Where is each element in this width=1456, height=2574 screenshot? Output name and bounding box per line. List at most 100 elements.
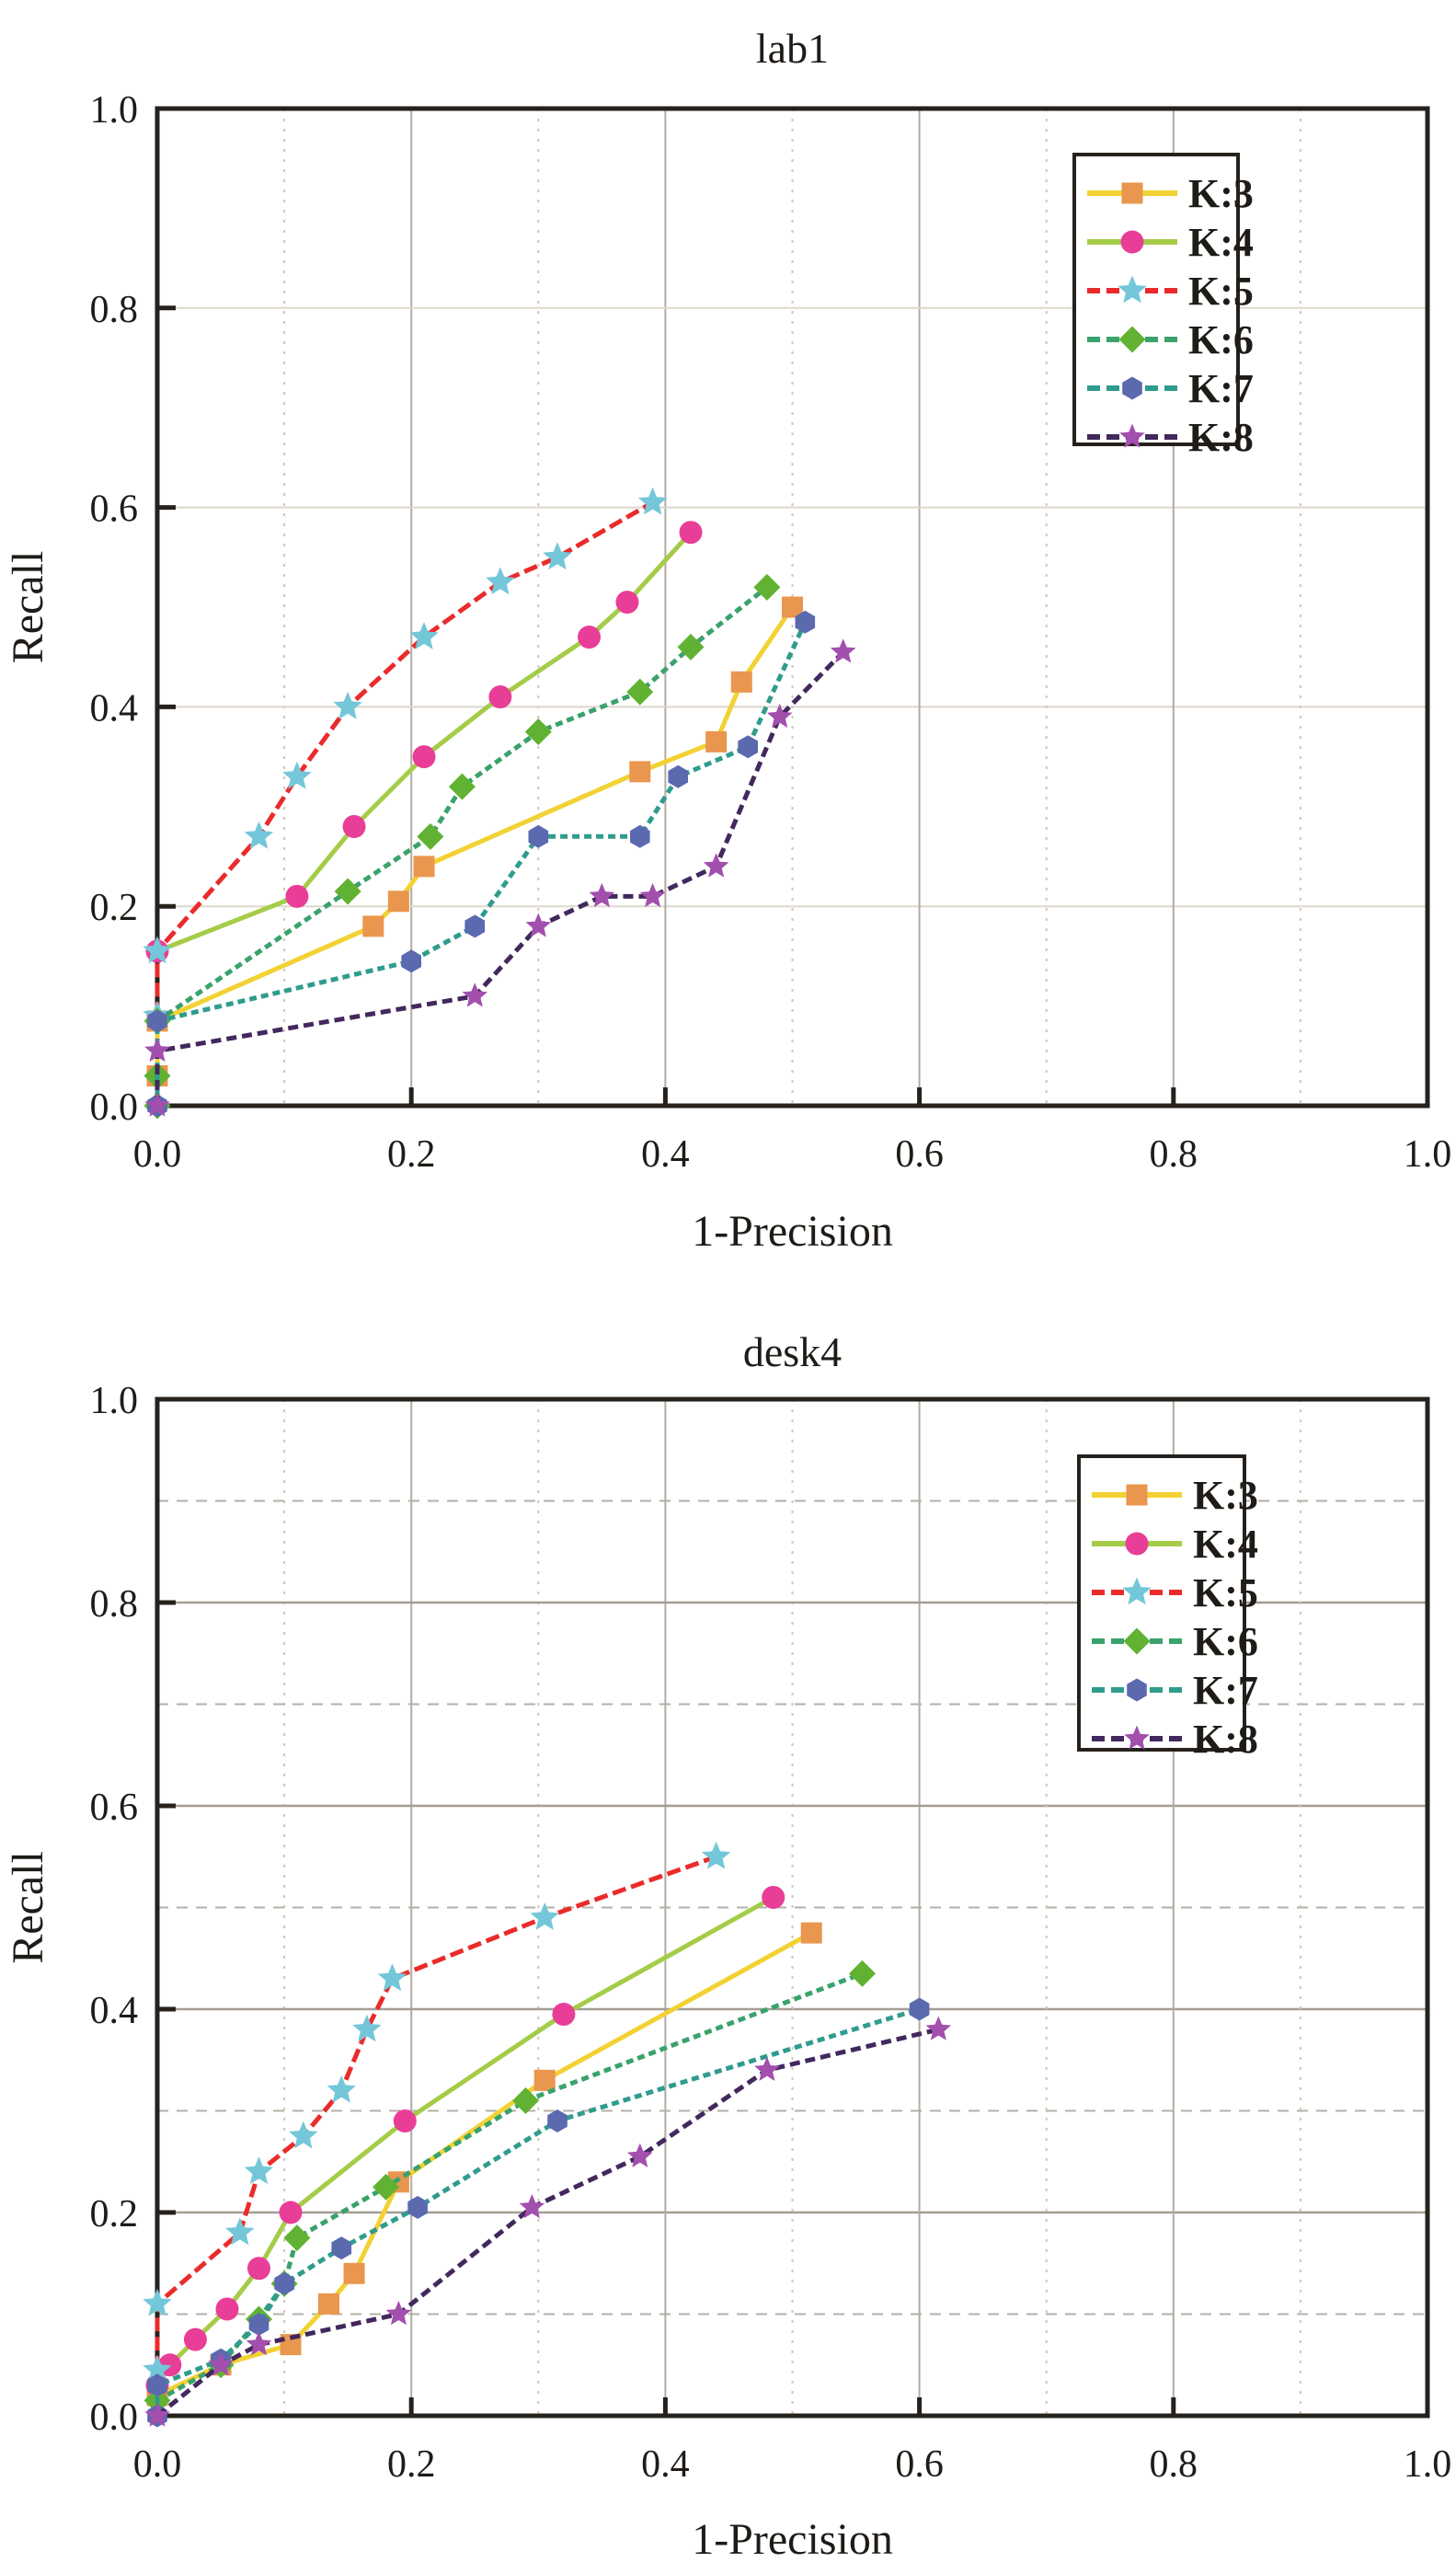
x-tick-label: 0.2: [387, 1133, 436, 1176]
marker-hexagon-K:7: [909, 1997, 930, 2021]
legend-label-K:4: K:4: [1188, 220, 1254, 265]
x-axis-label: 1-Precision: [692, 2515, 893, 2564]
legend-marker-diamond-K:6: [1118, 326, 1146, 353]
marker-hexagon-K:7: [528, 824, 549, 848]
y-tick-label: 0.0: [90, 2396, 139, 2439]
marker-star-K:8: [830, 638, 856, 663]
legend-item-K:5: K:5: [1092, 1570, 1258, 1615]
marker-star-K:8: [639, 882, 666, 908]
marker-diamond-K:6: [524, 718, 552, 745]
marker-hexagon-K:7: [248, 2313, 269, 2336]
marker-star-K:8: [627, 2143, 653, 2167]
series-K:8: [144, 638, 856, 1117]
gridlines: [157, 1399, 1427, 2416]
chart-svg-desk4: K:3K:4K:5K:6K:7K:8 desk4 0.0 0.2 0.4 0.6 0.8 1.…: [0, 1288, 1456, 2574]
legend-marker-circle-K:4: [1120, 230, 1144, 254]
marker-star-K:5: [225, 2217, 255, 2246]
legend-label-K:6: K:6: [1188, 317, 1254, 362]
marker-circle-K:4: [578, 626, 602, 649]
legend-label-K:3: K:3: [1193, 1473, 1258, 1518]
marker-circle-K:4: [215, 2297, 239, 2321]
x-tick-label: 0.6: [895, 1133, 944, 1176]
series-line-K:5: [155, 1854, 717, 2371]
y-tick-label: 0.8: [90, 1583, 139, 1626]
marker-circle-K:4: [412, 745, 436, 769]
y-tick-label: 0.6: [90, 488, 139, 531]
legend-item-K:5: K:5: [1087, 269, 1254, 314]
marker-diamond-K:6: [626, 678, 654, 706]
legend-marker-star-K:5: [1122, 1577, 1152, 1605]
marker-square-K:3: [629, 761, 651, 783]
marker-star-K:8: [208, 2351, 234, 2376]
axis-ticks: [157, 1600, 1176, 2416]
legend-item-K:3: K:3: [1087, 171, 1254, 216]
marker-circle-K:4: [762, 1885, 785, 1909]
marker-circle-K:4: [615, 591, 639, 615]
legend-label-K:5: K:5: [1188, 269, 1254, 314]
marker-hexagon-K:7: [147, 2373, 167, 2397]
x-axis-label: 1-Precision: [692, 1207, 893, 1256]
marker-hexagon-K:7: [331, 2236, 352, 2260]
chart-lab1: K:3 K:4 K:5 K:6 K:7 K:8 lab1 0.0 0.2 0.4 0.6 0.8 1.0…: [4, 25, 1452, 1256]
marker-star-K:8: [703, 853, 729, 878]
marker-square-K:3: [730, 671, 752, 693]
chart-title: lab1: [756, 25, 829, 72]
legend-box: [1072, 153, 1240, 446]
marker-hexagon-K:7: [274, 2271, 294, 2295]
legend: K:3K:4K:5K:6K:7K:8: [1072, 153, 1254, 460]
marker-star-K:5: [377, 1963, 407, 1992]
legend-marker-square-K:3: [1126, 1484, 1148, 1506]
series-line-K:6: [155, 585, 769, 1106]
legend-label-K:7: K:7: [1188, 366, 1254, 411]
marker-square-K:3: [362, 915, 384, 937]
marker-hexagon-K:7: [147, 1009, 167, 1033]
legend-item-K:7: K:7: [1092, 1668, 1258, 1713]
series-K:8: [144, 2016, 952, 2427]
plot-frame: [155, 1396, 1430, 2419]
legend-item-K:4: K:4: [1092, 1522, 1258, 1567]
marker-star-K:8: [385, 2301, 412, 2326]
series-K:7: [147, 1997, 930, 2428]
x-tick-label: 1.0: [1404, 2443, 1452, 2486]
marker-star-K:5: [143, 2354, 172, 2383]
chart-svg-lab1: K:3K:4K:5K:6K:7K:8 lab1 0.0 0.2 0.4 0.6 0.8 1.0…: [4, 25, 1452, 1256]
marker-diamond-K:6: [511, 2086, 539, 2114]
marker-star-K:5: [143, 2289, 172, 2316]
plot-frame: [155, 106, 1430, 1109]
y-tick-label: 0.0: [90, 1086, 139, 1129]
marker-diamond-K:6: [677, 633, 705, 661]
marker-star-K:8: [925, 2016, 952, 2040]
marker-star-K:8: [144, 1037, 170, 1063]
legend-label-K:5: K:5: [1193, 1570, 1258, 1615]
y-tick-label: 1.0: [90, 1380, 139, 1422]
marker-star-K:5: [289, 2120, 318, 2149]
marker-star-K:5: [244, 821, 274, 849]
tick-labels: 0.0 0.2 0.4 0.6 0.8 1.0 0.0 0.2 0.4 0.6 0.8 1.0: [90, 89, 1452, 1176]
legend-marker-hexagon-K:7: [1122, 376, 1142, 400]
y-tick-label: 0.2: [90, 887, 139, 929]
x-tick-label: 0.0: [133, 1133, 182, 1176]
marker-square-K:3: [782, 596, 803, 618]
series-K:5: [143, 1841, 731, 2383]
marker-star-K:8: [462, 982, 487, 1007]
marker-star-K:8: [754, 2056, 780, 2081]
marker-circle-K:4: [285, 884, 309, 908]
legend-marker-circle-K:4: [1125, 1532, 1149, 1556]
axis-ticks: [157, 305, 1176, 1106]
marker-hexagon-K:7: [795, 610, 816, 634]
marker-star-K:5: [282, 761, 312, 789]
marker-star-K:8: [766, 703, 793, 728]
marker-star-K:5: [701, 1841, 731, 1869]
marker-diamond-K:6: [448, 773, 476, 800]
marker-star-K:5: [352, 2014, 382, 2042]
legend-marker-star-K:8: [1119, 423, 1145, 448]
legend-marker-star-K:8: [1124, 1725, 1150, 1750]
marker-star-K:5: [333, 691, 362, 719]
legend-marker-square-K:3: [1121, 182, 1143, 204]
legend-item-K:6: K:6: [1087, 317, 1254, 362]
marker-hexagon-K:7: [630, 824, 650, 848]
legend-box: [1077, 1454, 1246, 1752]
marker-circle-K:4: [279, 2201, 303, 2224]
legend-item-K:6: K:6: [1092, 1619, 1258, 1664]
